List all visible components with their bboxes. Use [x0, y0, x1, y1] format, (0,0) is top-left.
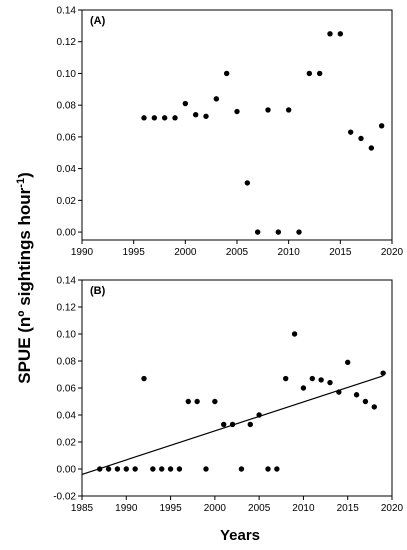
y-axis-title: SPUE (nº sightings hour-1): [15, 172, 34, 384]
y-tick-label: 0.06: [57, 132, 77, 143]
data-point: [238, 466, 245, 472]
y-tick-label: 0.14: [57, 276, 77, 287]
data-point: [296, 229, 302, 235]
data-point: [347, 129, 354, 135]
data-point: [327, 379, 333, 386]
data-point: [362, 398, 369, 405]
data-point: [337, 31, 344, 37]
data-point: [161, 115, 168, 121]
x-tick-label: 2005: [248, 503, 271, 514]
y-tick-label: 0.08: [57, 101, 77, 112]
x-tick-label: 2010: [278, 247, 301, 258]
data-point: [194, 398, 200, 405]
x-tick-label: 2020: [381, 503, 404, 514]
data-point: [141, 115, 147, 121]
data-point: [234, 108, 240, 115]
data-point: [353, 392, 360, 398]
y-tick-label: 0.00: [57, 228, 77, 239]
data-point: [306, 70, 313, 77]
data-point: [151, 115, 158, 121]
y-tick-label: -0.02: [53, 492, 76, 503]
y-axis-title-superscript: -1: [15, 178, 27, 188]
panel-b: 1985 1990 1995 2000 2005 2010 2015 2020 -0.02 0.0…: [53, 276, 403, 515]
data-point: [176, 466, 183, 472]
data-point: [212, 398, 218, 405]
data-point: [213, 96, 220, 102]
y-tick-label: 0.04: [57, 411, 77, 422]
panel-label: (B): [90, 285, 106, 297]
data-point: [275, 229, 282, 235]
x-tick-label: 1990: [71, 247, 94, 258]
y-tick-label: 0.06: [57, 384, 77, 395]
x-tick-label: 2015: [337, 503, 360, 514]
data-point: [368, 145, 375, 151]
data-point: [97, 466, 103, 472]
data-point: [141, 375, 147, 382]
x-tick-label: 1995: [123, 247, 146, 258]
x-tick-label: 2000: [174, 247, 197, 258]
y-tick-label: 0.10: [57, 69, 77, 80]
data-point: [336, 389, 342, 395]
y-tick-label: 0.12: [57, 37, 77, 48]
data-point: [316, 70, 323, 77]
data-point: [182, 100, 189, 107]
data-point: [265, 107, 271, 113]
data-point: [380, 370, 386, 376]
y-tick-label: 0.02: [57, 438, 77, 449]
data-point: [265, 466, 271, 472]
x-tick-label: 2015: [329, 247, 352, 258]
data-point: [247, 421, 253, 428]
data-point: [291, 331, 298, 337]
y-tick-label: 0.10: [57, 330, 77, 341]
y-tick-label: 0.14: [57, 6, 77, 17]
panel-label: (A): [90, 15, 106, 27]
data-point: [300, 385, 307, 391]
data-point: [167, 466, 174, 472]
y-tick-label: 0.08: [57, 357, 77, 368]
y-tick-label: 0.12: [57, 303, 77, 314]
y-tick-label: 0.04: [57, 164, 77, 175]
data-point: [371, 404, 377, 410]
x-tick-label: 2005: [226, 247, 249, 258]
data-point: [132, 466, 138, 472]
data-point: [309, 375, 315, 382]
y-tick-label: 0.02: [57, 196, 77, 207]
data-point: [105, 466, 112, 472]
plot-frame: [81, 9, 393, 241]
data-point: [203, 466, 209, 472]
data-point: [285, 107, 292, 113]
data-point: [358, 135, 364, 142]
x-tick-label: 1990: [115, 503, 138, 514]
panel-a: 1990 1995 2000 2005 2010 2015 2020 0.00 0.02 0.04…: [57, 6, 404, 259]
data-point: [327, 31, 333, 37]
data-point: [274, 466, 280, 472]
data-point: [114, 466, 121, 472]
data-point: [345, 359, 351, 366]
data-point: [203, 113, 209, 119]
data-point: [221, 421, 227, 428]
x-tick-label: 1995: [159, 503, 182, 514]
data-point: [223, 70, 230, 77]
data-point: [318, 377, 324, 383]
data-point: [283, 375, 289, 382]
y-tick-label: 0.00: [57, 465, 77, 476]
data-point: [192, 111, 199, 118]
x-axis-title: Years: [220, 527, 260, 544]
x-tick-label: 2010: [292, 503, 315, 514]
data-point: [185, 398, 191, 405]
x-tick-label: 2020: [381, 247, 404, 258]
data-point: [378, 123, 385, 129]
data-point: [150, 466, 156, 472]
x-tick-label: 1985: [71, 503, 94, 514]
data-point: [229, 421, 236, 428]
data-point: [256, 412, 262, 418]
data-point: [159, 466, 165, 472]
data-point: [254, 229, 261, 235]
data-point: [123, 466, 129, 472]
x-tick-label: 2000: [204, 503, 227, 514]
data-point: [244, 180, 251, 186]
data-point: [172, 115, 178, 121]
